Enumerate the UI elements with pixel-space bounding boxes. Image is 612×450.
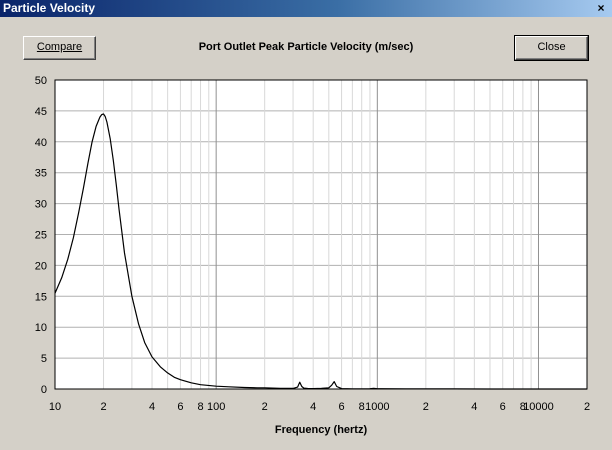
x-tick-label: 2 xyxy=(584,401,590,413)
y-tick-label: 30 xyxy=(35,199,47,211)
y-tick-label: 35 xyxy=(35,168,47,180)
x-tick-label: 100 xyxy=(207,401,225,413)
y-tick-label: 40 xyxy=(35,137,47,149)
x-tick-label: 8 xyxy=(197,401,203,413)
chart-title: Port Outlet Peak Particle Velocity (m/se… xyxy=(198,41,414,53)
x-tick-label: 6 xyxy=(177,401,183,413)
y-tick-label: 25 xyxy=(35,230,47,242)
x-tick-label: 8 xyxy=(359,401,365,413)
x-axis-label: Frequency (hertz) xyxy=(274,424,368,436)
window-title: Particle Velocity xyxy=(3,1,96,15)
y-tick-label: 10 xyxy=(35,322,47,334)
y-tick-label: 15 xyxy=(35,291,47,303)
compare-button[interactable]: Compare xyxy=(23,36,96,60)
y-tick-label: 5 xyxy=(41,353,47,365)
y-tick-label: 50 xyxy=(35,75,47,87)
y-tick-label: 0 xyxy=(41,384,47,396)
x-tick-label: 10 xyxy=(49,401,61,413)
x-tick-label: 4 xyxy=(310,401,316,413)
x-tick-label: 2 xyxy=(423,401,429,413)
x-tick-label: 4 xyxy=(149,401,155,413)
x-tick-label: 6 xyxy=(500,401,506,413)
x-tick-label: 8 xyxy=(520,401,526,413)
x-tick-label: 4 xyxy=(471,401,477,413)
series-line xyxy=(54,113,587,390)
title-bar: Particle Velocity × xyxy=(0,0,612,17)
compare-button-label: Compare xyxy=(36,41,83,53)
y-tick-label: 20 xyxy=(35,260,47,272)
x-tick-label: 2 xyxy=(100,401,106,413)
close-icon[interactable]: × xyxy=(597,1,605,15)
close-button-label: Close xyxy=(537,41,566,53)
series-layer xyxy=(54,113,587,390)
x-tick-label: 6 xyxy=(339,401,345,413)
x-tick-label: 2 xyxy=(262,401,268,413)
x-tick-label: 1000 xyxy=(365,401,389,413)
y-tick-label: 45 xyxy=(35,106,47,118)
y-axis-ticks: 0 5 10 15 20 25 30 35 40 45 50 xyxy=(35,75,47,396)
close-button[interactable]: Close xyxy=(514,35,589,61)
x-tick-label: 10000 xyxy=(523,401,554,413)
